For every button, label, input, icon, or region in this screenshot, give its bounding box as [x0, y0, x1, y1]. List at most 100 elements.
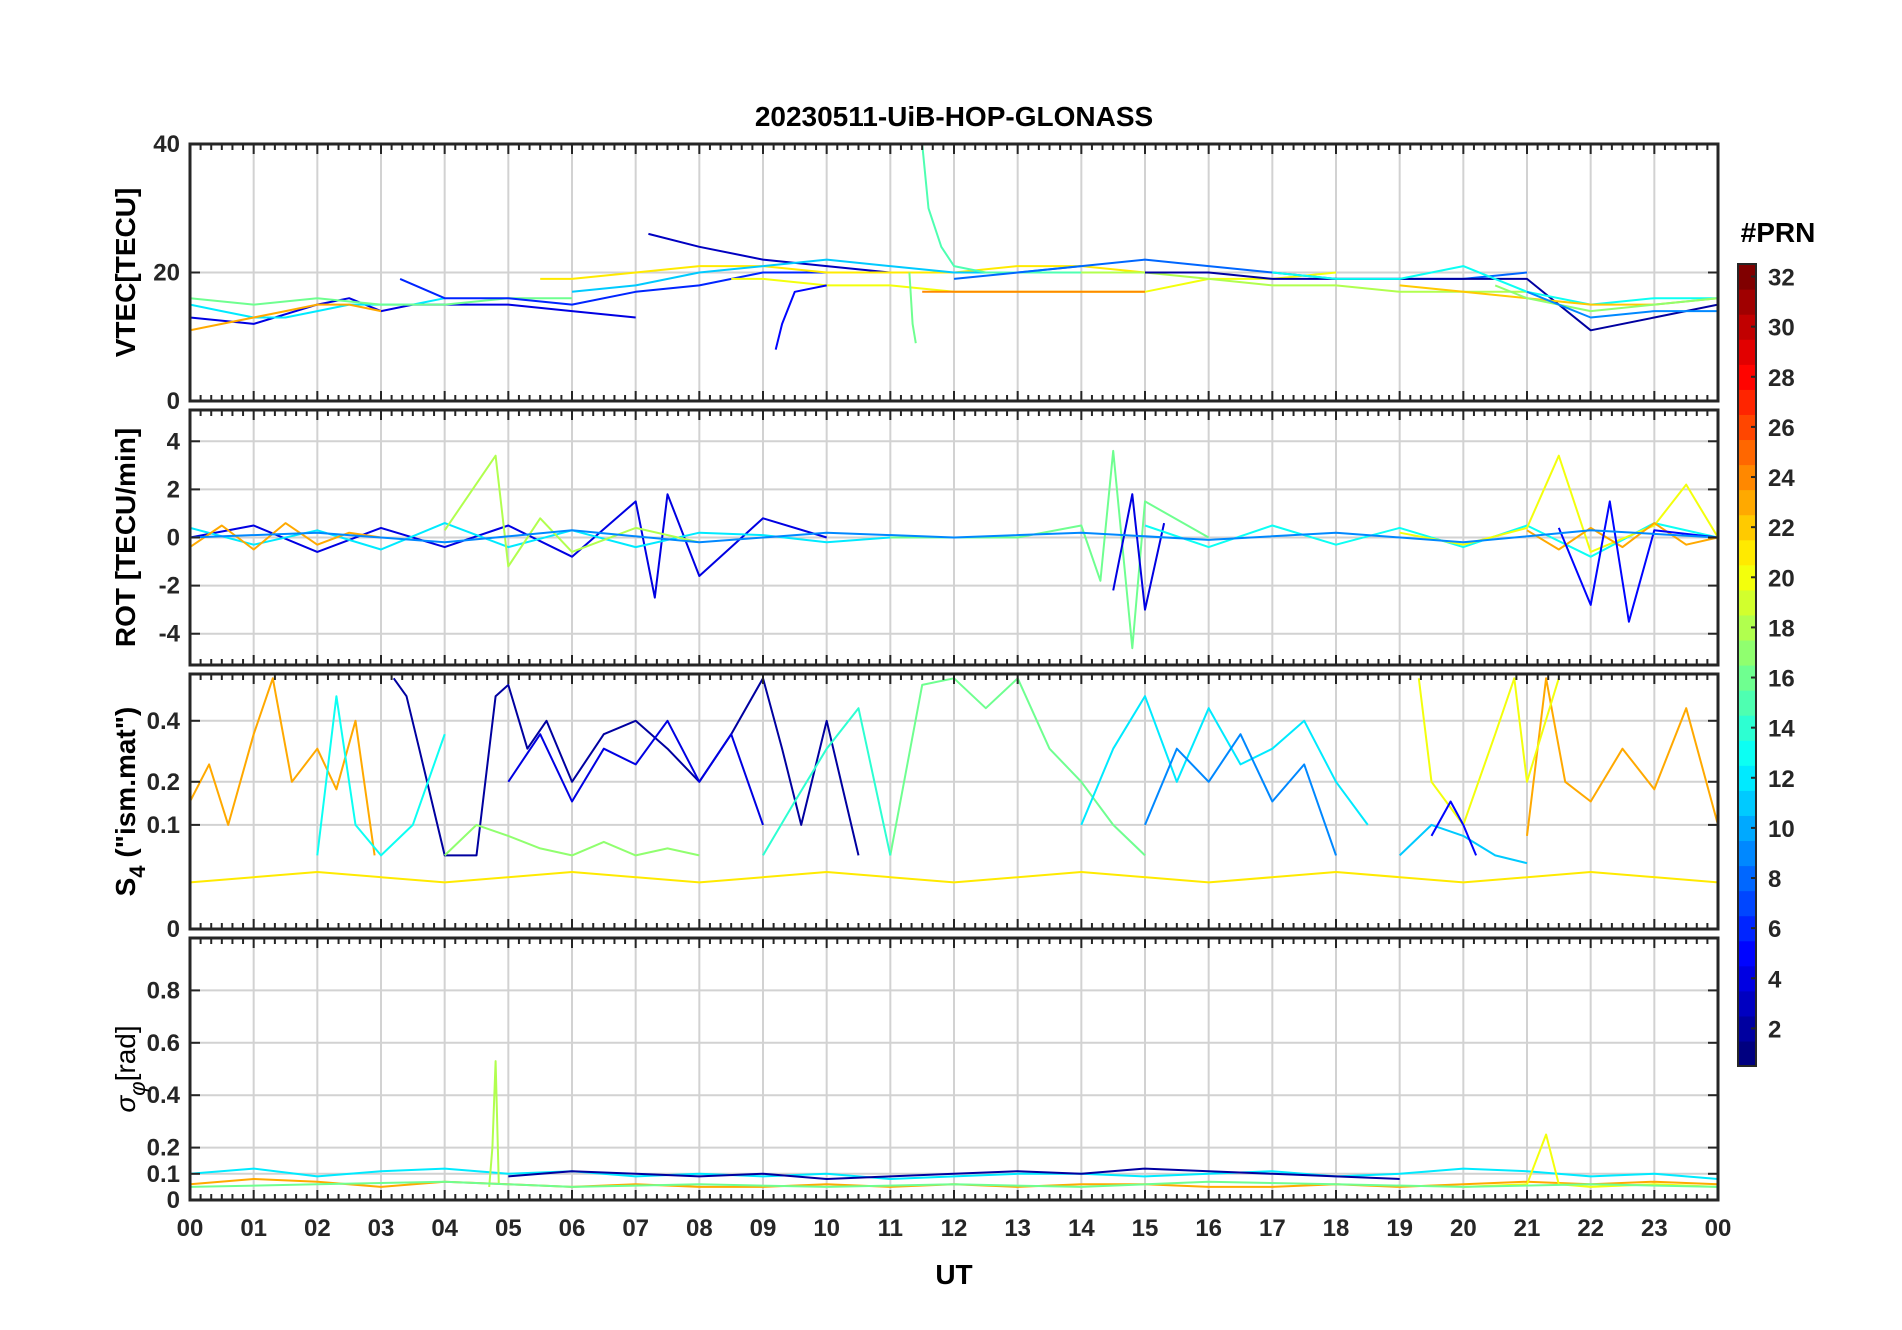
- series-group: [190, 144, 1718, 350]
- x-tick-label: 10: [813, 1215, 840, 1242]
- colorbar-segment: [1738, 264, 1756, 290]
- colorbar-segment: [1738, 289, 1756, 315]
- panel-s4: 0 0.1 0.2 0.4S4 ("ism.mat"): [110, 672, 1720, 943]
- colorbar-segment: [1738, 514, 1756, 541]
- x-tick-label: 01: [240, 1215, 267, 1242]
- series-group: [190, 677, 1718, 884]
- colorbar-segment: [1738, 539, 1756, 566]
- colorbar-segment: [1738, 940, 1756, 967]
- colorbar-segment: [1738, 314, 1756, 340]
- x-tick-label: 13: [1004, 1215, 1031, 1242]
- colorbar-segment: [1738, 915, 1756, 942]
- y-tick-label: 0.2: [147, 769, 180, 796]
- series-line-prn-23: [190, 522, 382, 551]
- series-line-prn-13: [1144, 522, 1718, 558]
- x-tick-label: 23: [1641, 1215, 1668, 1242]
- x-tick-label: 03: [368, 1215, 395, 1242]
- series-line-prn-12: [1080, 695, 1369, 826]
- colorbar-tick-label: 12: [1768, 766, 1795, 793]
- colorbar-segment: [1738, 489, 1756, 516]
- colorbar-segment: [1738, 665, 1756, 691]
- colorbar-tick-label: 28: [1768, 365, 1795, 392]
- panel-vtec: 0 20 40 VTEC[TECU]: [110, 131, 1720, 415]
- series-group: [190, 1060, 1718, 1188]
- colorbar-tick-label: 22: [1768, 515, 1795, 542]
- colorbar-segment: [1738, 715, 1756, 741]
- colorbar-tick-label: 24: [1768, 465, 1795, 492]
- y-tick-label: 0.6: [147, 1030, 180, 1057]
- x-tick-label: 06: [559, 1215, 586, 1242]
- x-tick-label: 21: [1514, 1215, 1541, 1242]
- colorbar-segment: [1738, 990, 1756, 1017]
- colorbar-segment: [1738, 439, 1756, 466]
- colorbar-segment: [1738, 364, 1756, 390]
- y-tick-label: 0.4: [147, 1082, 181, 1109]
- series-line-prn-9: [190, 529, 1718, 544]
- colorbar-segment: [1738, 865, 1756, 892]
- series-line-prn-22: [1399, 284, 1718, 306]
- series-line-prn-4: [190, 493, 827, 599]
- y-tick-label: 4: [167, 428, 181, 455]
- colorbar-tick-label: 4: [1768, 966, 1782, 993]
- y-tick-label: 2: [167, 476, 180, 503]
- colorbar-segment: [1738, 965, 1756, 992]
- panel-sigma: 00.10.2 0.4 0.6 0.8 σφ[rad]: [110, 936, 1720, 1214]
- series-line-prn-23: [1526, 522, 1718, 551]
- x-tick-label: 00: [177, 1215, 204, 1242]
- series-line-prn-2: [1145, 271, 1718, 332]
- series-line-prn-9: [1144, 733, 1337, 856]
- x-tick-label: 22: [1577, 1215, 1604, 1242]
- y-tick-label: -2: [159, 573, 180, 600]
- colorbar-tick-label: 6: [1768, 916, 1781, 943]
- colorbar-tick-label: 20: [1768, 565, 1795, 592]
- series-line-prn-16: [890, 449, 1210, 650]
- x-tick-label: 02: [304, 1215, 331, 1242]
- y-axis-label-vtec: VTEC[TECU]: [110, 188, 141, 358]
- colorbar-tick-label: 26: [1768, 415, 1795, 442]
- series-line-prn-23: [1526, 677, 1718, 837]
- colorbar-segment: [1738, 815, 1756, 842]
- x-tick-label: 20: [1450, 1215, 1477, 1242]
- y-axis-label-s4: S4 ("ism.mat"): [110, 707, 150, 897]
- x-tick-label: 04: [431, 1215, 458, 1242]
- series-line-prn-17: [444, 823, 700, 857]
- series-line-prn-9: [1526, 290, 1718, 319]
- series-line-prn-15: [921, 144, 1082, 274]
- x-tick-label: 14: [1068, 1215, 1095, 1242]
- colorbar-segment: [1738, 639, 1756, 666]
- series-line-prn-16: [908, 272, 917, 344]
- chart-title: 20230511-UiB-HOP-GLONASS: [755, 101, 1153, 132]
- colorbar-segment: [1738, 389, 1756, 415]
- series-line-prn-13: [1272, 265, 1718, 306]
- colorbar-tick-label: 18: [1768, 615, 1795, 642]
- colorbar-frame: [1737, 263, 1757, 1067]
- colorbar-tick-label: 16: [1768, 666, 1795, 693]
- x-tick-label: 17: [1259, 1215, 1286, 1242]
- colorbar-segment: [1738, 790, 1756, 816]
- series-line-prn-21: [540, 265, 1146, 280]
- colorbar-tick-label: 8: [1768, 866, 1781, 893]
- y-tick-label: 0.4: [147, 708, 181, 735]
- colorbar-segment: [1738, 564, 1756, 591]
- colorbar-segment: [1738, 589, 1756, 616]
- y-tick-label: 0: [167, 916, 180, 943]
- x-tick-label: 12: [941, 1215, 968, 1242]
- panel-rot: -4 -2 0 2 4 ROT [TECU/min]: [110, 408, 1720, 667]
- series-line-prn-18: [443, 454, 700, 568]
- y-tick-label: 40: [153, 131, 180, 158]
- colorbar-tick-label: 30: [1768, 315, 1795, 342]
- series-line-prn-4: [190, 297, 636, 325]
- series-line-prn-18: [1081, 271, 1527, 293]
- colorbar-segment: [1738, 740, 1756, 766]
- x-tick-label: 19: [1386, 1215, 1413, 1242]
- colorbar-segment: [1738, 1015, 1756, 1042]
- colorbar-tick-label: 2: [1768, 1016, 1781, 1043]
- y-tick-label: 0.2: [147, 1135, 180, 1162]
- y-tick-label: 0: [167, 1187, 180, 1214]
- x-tick-label: 08: [686, 1215, 713, 1242]
- x-tick-label: 11: [878, 1215, 903, 1242]
- x-tick-label: 09: [750, 1215, 777, 1242]
- series-group: [190, 449, 1718, 650]
